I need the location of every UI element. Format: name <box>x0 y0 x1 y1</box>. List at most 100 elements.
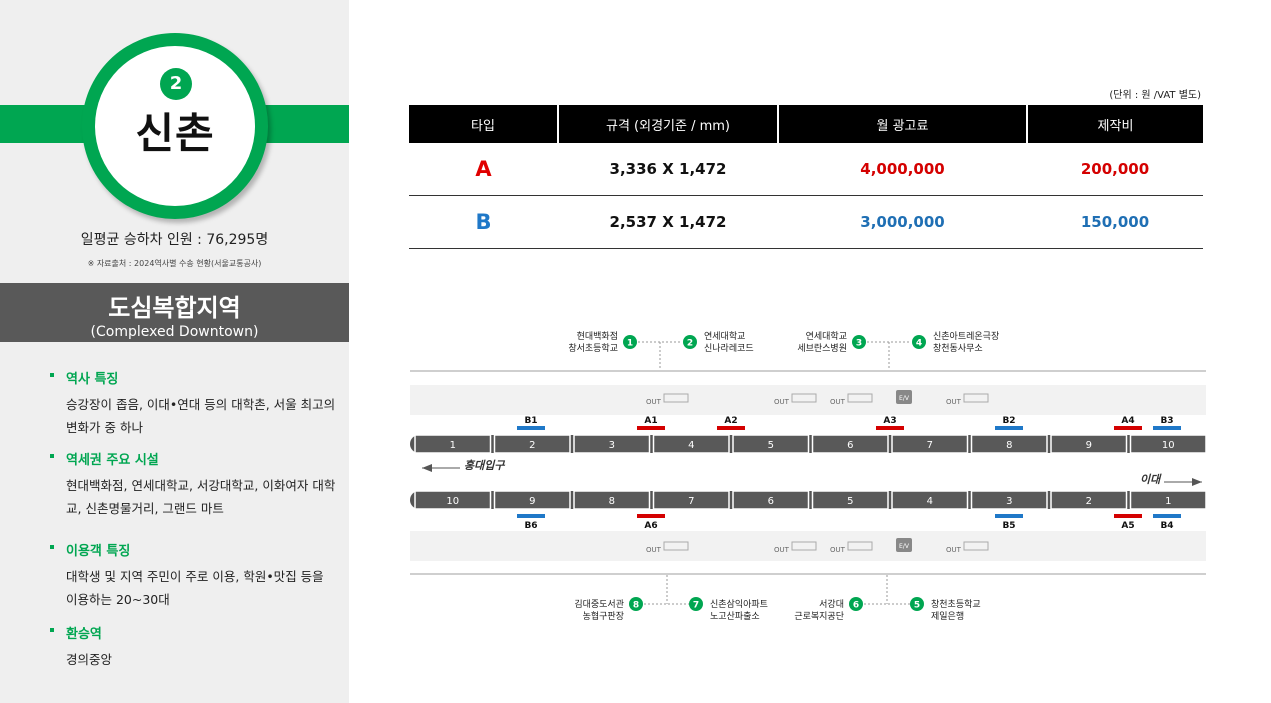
out-label: OUT <box>946 546 962 554</box>
gate-icon <box>963 541 989 551</box>
exit-number: 3 <box>856 339 862 349</box>
train-car <box>652 490 730 510</box>
section-title: 이용객 특징 <box>50 540 336 559</box>
left-panel: 2 신촌 일평균 승하차 인원 : 76,295명 ※ 자료출처 : 2024역… <box>0 0 349 703</box>
ad-position <box>1114 514 1142 518</box>
train-car <box>970 490 1048 510</box>
train-car <box>1129 490 1206 510</box>
car-number: 4 <box>927 496 933 507</box>
ad-position <box>517 514 545 518</box>
gate-icon <box>791 541 817 551</box>
exit-badge <box>852 335 866 349</box>
header-type: 타입 <box>409 105 558 143</box>
exit-number: 7 <box>693 601 699 611</box>
production-cell: 150,000 <box>1027 195 1203 249</box>
direction-right: 이대 <box>1140 473 1162 486</box>
source-note: ※ 자료출처 : 2024역사별 수송 현황(서울교통공사) <box>87 259 262 268</box>
exit-label: 서강대 <box>819 599 844 610</box>
car-number: 9 <box>1086 440 1092 451</box>
out-label: OUT <box>774 546 790 554</box>
ev-label: E/V <box>899 395 910 402</box>
section-title: 환승역 <box>50 623 336 642</box>
exit-label: 현대백화점 <box>577 330 618 342</box>
gate-icon <box>663 393 689 403</box>
car-number: 4 <box>688 440 694 451</box>
section-users: 이용객 특징 대학생 및 지역 주민이 주로 이용, 학원•맛집 등을 이용하는… <box>50 540 336 611</box>
exit-label: 근로복지공단 <box>794 611 844 622</box>
out-label: OUT <box>946 398 962 406</box>
ad-position <box>1114 426 1142 430</box>
ad-label: B5 <box>1002 521 1015 531</box>
header-size: 규격 (외경기준 / mm) <box>557 105 778 143</box>
ad-label: A5 <box>1121 521 1134 531</box>
car-number: 7 <box>927 440 933 451</box>
car-number: 8 <box>609 496 615 507</box>
section-body: 승강장이 좁음, 이대•연대 등의 대학촌, 서울 최고의 변화가 중 하나 <box>66 397 336 435</box>
exit-badge <box>623 335 637 349</box>
direction-left: 홍대입구 <box>464 459 505 472</box>
exit-badge <box>683 335 697 349</box>
train-car <box>811 434 889 454</box>
ad-label: B4 <box>1160 521 1173 531</box>
train-car <box>891 434 969 454</box>
train-car <box>732 490 810 510</box>
section-title: 역사 특징 <box>50 368 336 387</box>
category-subtitle: (Complexed Downtown) <box>90 324 259 340</box>
car-number: 6 <box>847 440 853 451</box>
car-number: 7 <box>688 496 694 507</box>
category-title: 도심복합지역 <box>108 294 241 322</box>
direction-arrowhead <box>1192 478 1202 486</box>
table-row: A 3,336 X 1,472 4,000,000 200,000 <box>409 143 1203 196</box>
ad-position <box>876 426 904 430</box>
out-label: OUT <box>774 398 790 406</box>
train-car <box>891 490 969 510</box>
exit-number: 2 <box>687 339 693 349</box>
size-cell: 2,537 X 1,472 <box>558 195 778 249</box>
ad-label: B6 <box>524 521 537 531</box>
ad-label: A1 <box>644 416 657 426</box>
ad-position <box>517 426 545 430</box>
pricing-table: 타입 규격 (외경기준 / mm) 월 광고료 제작비 A 3,336 X 1,… <box>409 105 1203 249</box>
platform-band <box>410 385 1206 415</box>
header-production: 제작비 <box>1026 105 1203 143</box>
size-cell: 3,336 X 1,472 <box>558 143 778 196</box>
out-label: OUT <box>830 398 846 406</box>
section-facilities: 역세권 주요 시설 현대백화점, 연세대학교, 서강대학교, 이화여자 대학교,… <box>50 449 336 520</box>
ad-label: A3 <box>883 416 896 426</box>
ad-position <box>1153 514 1181 518</box>
exit-label: 창천동사무소 <box>933 343 983 354</box>
car-number: 10 <box>1162 440 1175 451</box>
car-number: 1 <box>450 440 456 451</box>
platform-edge <box>410 573 1206 575</box>
car-number: 2 <box>529 440 535 451</box>
gate-icon <box>663 541 689 551</box>
exit-label: 세브란스병원 <box>797 342 847 354</box>
train-car <box>414 434 492 454</box>
gate-icon <box>791 393 817 403</box>
section-body: 대학생 및 지역 주민이 주로 이용, 학원•맛집 등을 이용하는 20~30대 <box>66 569 324 607</box>
exit-number: 1 <box>627 339 633 349</box>
section-body: 경의중앙 <box>66 652 113 667</box>
train-car <box>414 490 492 510</box>
train-car <box>970 434 1048 454</box>
ridership-text: 일평균 승하차 인원 : 76,295명 <box>80 232 269 248</box>
car-number: 1 <box>1165 496 1171 507</box>
ad-label: A4 <box>1121 416 1134 426</box>
train-car <box>493 434 571 454</box>
ev-icon <box>896 390 912 404</box>
exit-label: 연세대학교 <box>806 331 847 342</box>
ad-position <box>637 514 665 518</box>
ad-label: B2 <box>1002 416 1015 426</box>
ev-icon <box>896 538 912 552</box>
car-number: 6 <box>768 496 774 507</box>
ad-position <box>717 426 745 430</box>
ad-position <box>995 514 1023 518</box>
exit-badge <box>912 335 926 349</box>
exit-label: 신촌아트레온극장 <box>933 331 999 342</box>
ad-label: B3 <box>1160 416 1173 426</box>
section-transfer: 환승역 경의중앙 <box>50 623 336 671</box>
exit-label: 농협구판장 <box>583 610 624 622</box>
exit-label: 신촌삼익아파트 <box>710 598 768 610</box>
car-number: 5 <box>847 496 853 507</box>
